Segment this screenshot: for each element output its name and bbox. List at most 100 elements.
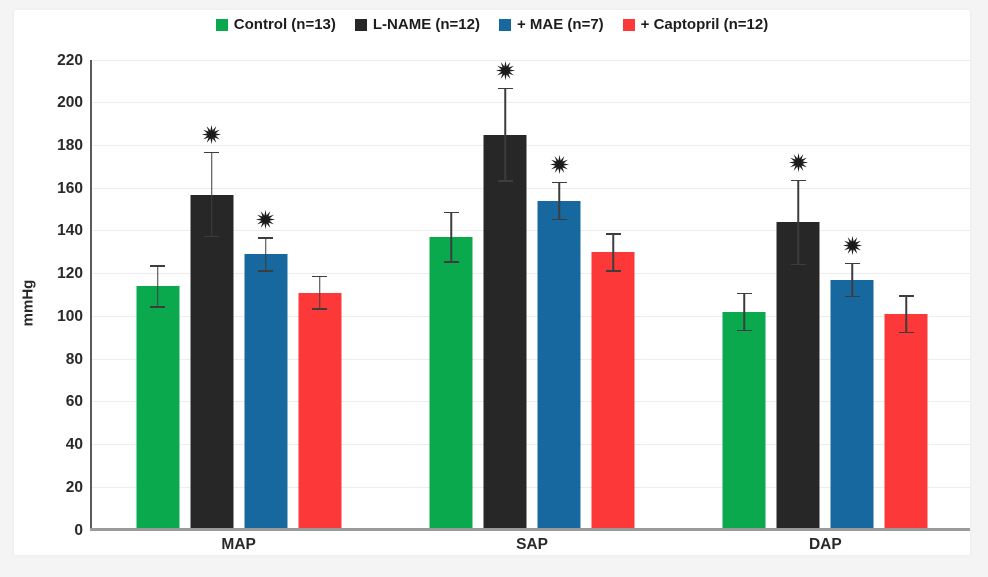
error-bar-line [318,275,321,310]
bar-control-n-13-map [136,286,180,530]
error-bar-cap-top [312,275,328,278]
error-bar-cap-bottom [443,261,459,263]
y-tick-label-120: 120 [57,264,83,282]
legend-item-mae-n-7: + MAE (n=7) [498,16,604,33]
bar-captopril-n-12-sap [591,252,635,530]
gridline-80 [92,358,970,360]
bar-l-name-n-12-map [190,194,234,530]
bar-control-n-13-sap [429,237,473,530]
error-bar-cap-bottom [204,235,220,238]
legend-swatch-mae-n-7 [498,19,511,31]
gridline-220 [92,59,970,61]
error-bar-line [504,87,506,182]
error-bar-mae-n-7-dap [844,262,860,298]
bar-slot-captopril-n-12-map [298,275,342,530]
error-bar-cap-top [790,179,806,182]
error-bar-line [264,237,267,272]
bar-captopril-n-12-dap [884,314,928,530]
error-bar-line [210,151,213,238]
bar-slot-captopril-n-12-sap [591,233,635,530]
error-bar-cap-bottom [844,295,860,298]
gridline-180 [92,144,970,146]
significance-star-icon [842,235,863,256]
y-tick-label-20: 20 [65,478,83,496]
bar-slot-l-name-n-12-map [190,124,234,530]
error-bar-line [797,179,800,266]
error-bar-l-name-n-12-sap [497,87,513,182]
bar-slot-mae-n-7-map [244,210,288,530]
error-bar-control-n-13-dap [736,292,752,332]
bar-l-name-n-12-sap [483,134,527,530]
y-tick-label-200: 200 [57,93,83,111]
legend-swatch-control-n-13 [215,19,228,31]
error-bar-captopril-n-12-sap [605,233,621,272]
category-group-sap [429,60,635,530]
y-tick-label-220: 220 [57,51,83,69]
legend-item-control-n-13: Control (n=13) [215,16,336,33]
y-tick-label-160: 160 [57,179,83,197]
error-bar-cap-top [497,87,513,90]
error-bar-control-n-13-sap [443,211,459,263]
bar-mae-n-7-sap [537,201,581,530]
gridline-40 [92,444,970,446]
error-bar-cap-bottom [150,306,166,308]
error-bar-cap-bottom [312,308,328,310]
gridline-200 [92,102,970,104]
bar-captopril-n-12-map [298,292,342,530]
x-category-label-sap: SAP [516,536,548,553]
y-tick-label-60: 60 [65,393,83,411]
error-bar-cap-bottom [898,331,914,334]
error-bar-line [851,262,854,298]
error-bar-cap-bottom [551,218,567,221]
y-tick-label-40: 40 [65,435,83,453]
error-bar-cap-top [844,262,860,265]
error-bar-cap-top [204,151,220,154]
error-bar-cap-bottom [258,270,274,272]
gridline-160 [92,187,970,189]
significance-star-icon [255,209,276,230]
legend-label-control-n-13: Control (n=13) [233,16,336,33]
gridline-100 [92,315,970,317]
legend-label-mae-n-7: + MAE (n=7) [516,16,604,33]
x-category-label-dap: DAP [808,536,842,553]
significance-star-icon [788,152,809,173]
legend-swatch-l-name-n-12 [354,19,367,31]
gridline-20 [92,486,970,488]
error-bar-cap-bottom [736,329,752,332]
error-bar-cap-top [258,237,274,239]
y-tick-label-0: 0 [74,521,83,539]
significance-star-icon [549,154,570,175]
error-bar-cap-top [443,211,459,214]
bar-slot-mae-n-7-sap [537,154,581,530]
bar-slot-control-n-13-dap [722,292,766,530]
error-bar-cap-top [605,233,621,235]
error-bar-cap-bottom [497,180,513,182]
error-bar-cap-top [150,265,166,267]
error-bar-cap-top [551,181,567,184]
bar-mae-n-7-dap [830,280,874,530]
legend-item-l-name-n-12: L-NAME (n=12) [354,16,480,33]
error-bar-line [612,233,614,272]
x-category-label-map: MAP [221,536,256,553]
error-bar-cap-top [736,292,752,295]
significance-star-icon [201,124,222,145]
error-bar-line [743,292,746,332]
bar-l-name-n-12-dap [776,222,820,530]
legend-item-captopril-n-12: + Captopril (n=12) [622,16,769,33]
error-bar-line [905,295,908,334]
error-bar-control-n-13-map [150,265,166,308]
legend: Control (n=13) L-NAME (n=12) + MAE (n=7) + … [14,17,970,32]
bar-slot-captopril-n-12-dap [884,295,928,530]
error-bar-l-name-n-12-dap [790,179,806,266]
error-bar-captopril-n-12-map [312,275,328,310]
bar-slot-l-name-n-12-dap [776,152,820,530]
error-bar-l-name-n-12-map [204,151,220,238]
error-bar-cap-bottom [790,263,806,266]
legend-label-captopril-n-12: + Captopril (n=12) [640,16,769,33]
legend-label-l-name-n-12: L-NAME (n=12) [372,16,480,33]
gridline-60 [92,401,970,403]
category-group-dap [722,152,928,530]
error-bar-cap-bottom [605,270,621,272]
error-bar-cap-top [898,295,914,297]
